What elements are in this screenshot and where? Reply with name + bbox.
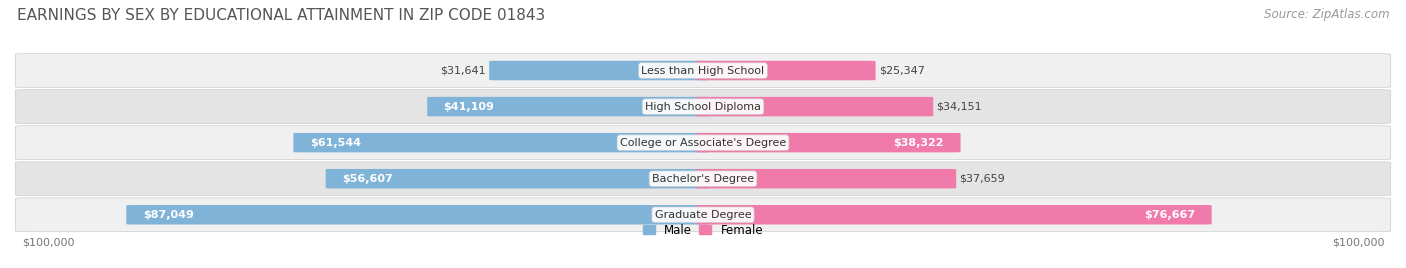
FancyBboxPatch shape bbox=[696, 169, 956, 188]
Text: $56,607: $56,607 bbox=[342, 174, 392, 184]
Text: High School Diploma: High School Diploma bbox=[645, 102, 761, 111]
FancyBboxPatch shape bbox=[489, 61, 710, 80]
FancyBboxPatch shape bbox=[427, 97, 710, 116]
FancyBboxPatch shape bbox=[15, 126, 1391, 159]
FancyBboxPatch shape bbox=[696, 133, 960, 152]
FancyBboxPatch shape bbox=[127, 205, 710, 225]
Text: $37,659: $37,659 bbox=[959, 174, 1005, 184]
FancyBboxPatch shape bbox=[326, 169, 710, 188]
Text: Bachelor's Degree: Bachelor's Degree bbox=[652, 174, 754, 184]
FancyBboxPatch shape bbox=[696, 205, 1212, 225]
FancyBboxPatch shape bbox=[15, 162, 1391, 196]
Text: $25,347: $25,347 bbox=[879, 66, 925, 76]
FancyBboxPatch shape bbox=[15, 54, 1391, 87]
Text: EARNINGS BY SEX BY EDUCATIONAL ATTAINMENT IN ZIP CODE 01843: EARNINGS BY SEX BY EDUCATIONAL ATTAINMEN… bbox=[17, 8, 546, 23]
Text: $31,641: $31,641 bbox=[440, 66, 486, 76]
Text: $76,667: $76,667 bbox=[1144, 210, 1195, 220]
Text: $87,049: $87,049 bbox=[142, 210, 194, 220]
Legend: Male, Female: Male, Female bbox=[638, 219, 768, 241]
Text: College or Associate's Degree: College or Associate's Degree bbox=[620, 138, 786, 148]
FancyBboxPatch shape bbox=[294, 133, 710, 152]
FancyBboxPatch shape bbox=[696, 97, 934, 116]
FancyBboxPatch shape bbox=[15, 198, 1391, 232]
Text: Less than High School: Less than High School bbox=[641, 66, 765, 76]
Text: $61,544: $61,544 bbox=[309, 138, 361, 148]
Text: Source: ZipAtlas.com: Source: ZipAtlas.com bbox=[1264, 8, 1389, 21]
Text: Graduate Degree: Graduate Degree bbox=[655, 210, 751, 220]
FancyBboxPatch shape bbox=[696, 61, 876, 80]
FancyBboxPatch shape bbox=[15, 90, 1391, 124]
Text: $38,322: $38,322 bbox=[894, 138, 945, 148]
Text: $34,151: $34,151 bbox=[936, 102, 983, 111]
Text: $41,109: $41,109 bbox=[443, 102, 495, 111]
